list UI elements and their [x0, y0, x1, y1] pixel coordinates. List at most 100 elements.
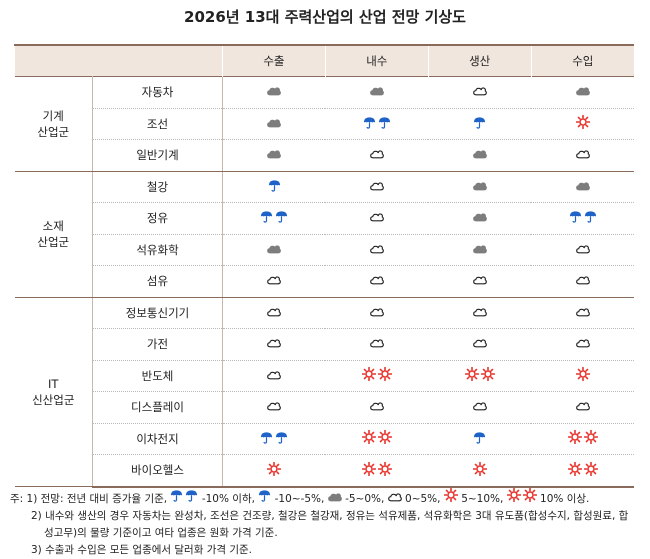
white-cloud-icon	[575, 401, 590, 411]
white-cloud-icon	[369, 338, 384, 348]
sun-icon	[267, 461, 282, 476]
forecast-cell	[325, 391, 429, 424]
forecast-cell	[531, 234, 634, 266]
forecast-cell	[428, 171, 532, 203]
industry-name: 정보통신기기	[92, 297, 223, 329]
gray-cloud-icon	[472, 244, 487, 254]
forecast-cell	[428, 328, 532, 361]
forecast-cell	[222, 265, 326, 298]
table-row: 일반기계	[15, 139, 634, 172]
table-row: 조선	[15, 108, 634, 140]
legend-text: 10% 이상.	[540, 493, 590, 505]
white-cloud-icon	[472, 338, 487, 348]
group-name-line: IT	[48, 376, 59, 391]
group-label: 기계 산업군	[14, 76, 93, 172]
group-label: IT 신산업군	[14, 297, 93, 487]
white-cloud-icon	[369, 401, 384, 411]
forecast-cell	[222, 297, 326, 329]
white-cloud-icon	[369, 244, 384, 254]
two-suns-icon	[361, 461, 392, 476]
footnote-1-prefix: 주: 1) 전망: 전년 대비 증가율 기준,	[10, 493, 168, 505]
table-row: 섬유	[15, 265, 634, 298]
industry-name: 바이오헬스	[92, 454, 223, 488]
group-name-line: 기계	[42, 108, 64, 123]
industry-name: 디스플레이	[92, 391, 223, 424]
footnotes: 주: 1) 전망: 전년 대비 증가율 기준, -10% 이하, -10~-5%…	[10, 488, 645, 559]
white-cloud-icon	[369, 181, 384, 191]
legend-entry: -10% 이하,	[170, 490, 255, 505]
forecast-cell	[325, 76, 429, 109]
forecast-cell	[428, 360, 532, 392]
legend-text: -10% 이하,	[201, 493, 255, 505]
header-blank	[14, 45, 223, 77]
forecast-cell	[428, 391, 532, 424]
forecast-cell	[325, 297, 429, 329]
industry-name: 가전	[92, 328, 223, 361]
forecast-cell	[325, 360, 429, 392]
group-name-line: 산업군	[37, 235, 70, 249]
forecast-cell	[325, 108, 429, 140]
sun-icon	[472, 461, 487, 476]
group-name-line: 신산업군	[32, 392, 75, 407]
forecast-cell	[428, 76, 532, 109]
white-cloud-icon	[575, 244, 590, 254]
footnote-2-line-2: 성고무)의 물량 기준이고 여타 업종은 원화 가격 기준.	[44, 527, 278, 539]
column-header-domestic: 내수	[324, 45, 429, 77]
forecast-cell	[325, 423, 429, 455]
white-cloud-icon	[575, 275, 590, 285]
umbrella-icon	[268, 179, 281, 192]
two-umbrellas-icon	[363, 116, 391, 129]
forecast-cell	[531, 76, 634, 109]
forecast-cell	[222, 234, 326, 266]
table-row: 반도체	[15, 360, 634, 392]
forecast-cell	[325, 202, 429, 235]
legend-text: 5~10%,	[461, 493, 504, 505]
footnote-2-line-1: 2) 내수와 생산의 경우 자동차는 완성차, 조선은 건조량, 철강은 철강재…	[31, 510, 629, 522]
forecast-cell	[325, 328, 429, 361]
gray-cloud-icon	[472, 149, 487, 159]
forecast-cell	[428, 234, 532, 266]
legend-entry: 5~10%,	[441, 488, 504, 505]
white-cloud-icon	[575, 149, 590, 159]
column-header-export: 수출	[222, 45, 326, 77]
forecast-cell	[222, 171, 326, 203]
gray-cloud-icon	[267, 118, 282, 128]
white-cloud-icon	[575, 307, 590, 317]
umbrella-icon	[258, 489, 271, 502]
forecast-cell	[325, 171, 429, 203]
industry-name: 철강	[92, 171, 223, 203]
table-row: IT 신산업군 정보통신기기	[14, 297, 634, 487]
forecast-cell	[222, 423, 326, 455]
umbrella-icon	[473, 116, 486, 129]
gray-cloud-icon	[369, 86, 384, 96]
two-suns-icon	[464, 367, 495, 382]
table-row: 바이오헬스	[15, 454, 634, 488]
white-cloud-icon	[472, 275, 487, 285]
table-row: 이차전지	[15, 423, 634, 455]
forecast-cell	[428, 108, 532, 140]
white-cloud-icon	[267, 307, 282, 317]
sun-icon	[575, 115, 590, 130]
group-name-line: 산업군	[37, 124, 70, 139]
forecast-cell	[428, 423, 532, 455]
forecast-table: 수출 내수 생산 수입 기계 산업군 자동차 조선 일반기계 소재 산업군 철강 정유 석유화학 섬…	[14, 44, 634, 488]
industry-name: 반도체	[92, 360, 223, 392]
table-row: 소재 산업군 철강	[14, 171, 634, 298]
white-cloud-icon	[369, 149, 384, 159]
gray-cloud-icon	[575, 86, 590, 96]
forecast-cell	[222, 328, 326, 361]
forecast-cell	[325, 265, 429, 298]
white-cloud-icon	[267, 401, 282, 411]
gray-cloud-icon	[472, 181, 487, 191]
group-label: 소재 산업군	[14, 171, 93, 298]
forecast-cell	[531, 423, 634, 455]
sun-icon	[575, 367, 590, 382]
forecast-cell	[222, 202, 326, 235]
gray-cloud-icon	[267, 86, 282, 96]
table-body: 기계 산업군 자동차 조선 일반기계 소재 산업군 철강 정유 석유화학 섬유 IT 신산업군 정보통신기…	[14, 76, 634, 488]
legend-text: 0~5%,	[405, 493, 441, 505]
table-header-row: 수출 내수 생산 수입	[14, 45, 634, 77]
forecast-cell	[325, 454, 429, 488]
white-cloud-icon	[472, 86, 487, 96]
forecast-cell	[428, 454, 532, 488]
